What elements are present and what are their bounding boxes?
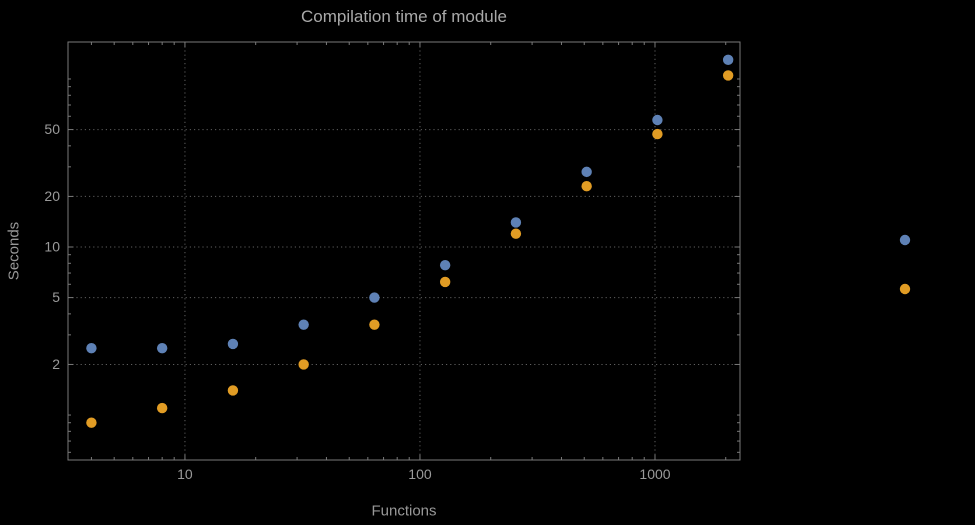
data-point-blue-series: [439, 259, 451, 271]
y-tick-label: 2: [52, 356, 60, 372]
y-tick-label: 50: [44, 121, 60, 137]
x-axis-label: Functions: [371, 502, 437, 520]
data-point-orange-series: [369, 319, 380, 330]
data-point-blue-series: [581, 166, 592, 178]
data-point-orange-series: [722, 70, 734, 81]
chart-title: Compilation time of module: [301, 7, 507, 26]
y-tick-label: 10: [44, 239, 60, 255]
legend-marker-icon: [899, 283, 911, 295]
data-point-blue-series: [369, 292, 380, 303]
x-tick-label: 100: [408, 466, 432, 482]
data-point-blue-series: [722, 54, 734, 66]
data-point-orange-series: [227, 385, 239, 396]
data-point-blue-series: [652, 114, 663, 126]
data-point-blue-series: [227, 338, 239, 350]
data-point-orange-series: [298, 359, 309, 370]
data-point-orange-series: [439, 276, 451, 288]
data-point-blue-series: [510, 217, 522, 228]
data-point-orange-series: [156, 402, 168, 414]
x-tick-label: 1000: [639, 466, 670, 482]
data-point-orange-series: [581, 181, 592, 192]
legend-marker-icon: [899, 234, 911, 246]
plot-frame: [67, 41, 741, 461]
data-point-orange-series: [86, 417, 97, 428]
y-tick-label: 20: [44, 188, 60, 204]
data-point-orange-series: [652, 128, 663, 140]
data-point-blue-series: [86, 342, 97, 354]
data-point-blue-series: [156, 342, 168, 354]
x-tick-label: 10: [177, 466, 193, 482]
y-tick-label: 5: [52, 289, 60, 305]
data-point-blue-series: [298, 319, 309, 330]
data-point-orange-series: [510, 228, 522, 239]
